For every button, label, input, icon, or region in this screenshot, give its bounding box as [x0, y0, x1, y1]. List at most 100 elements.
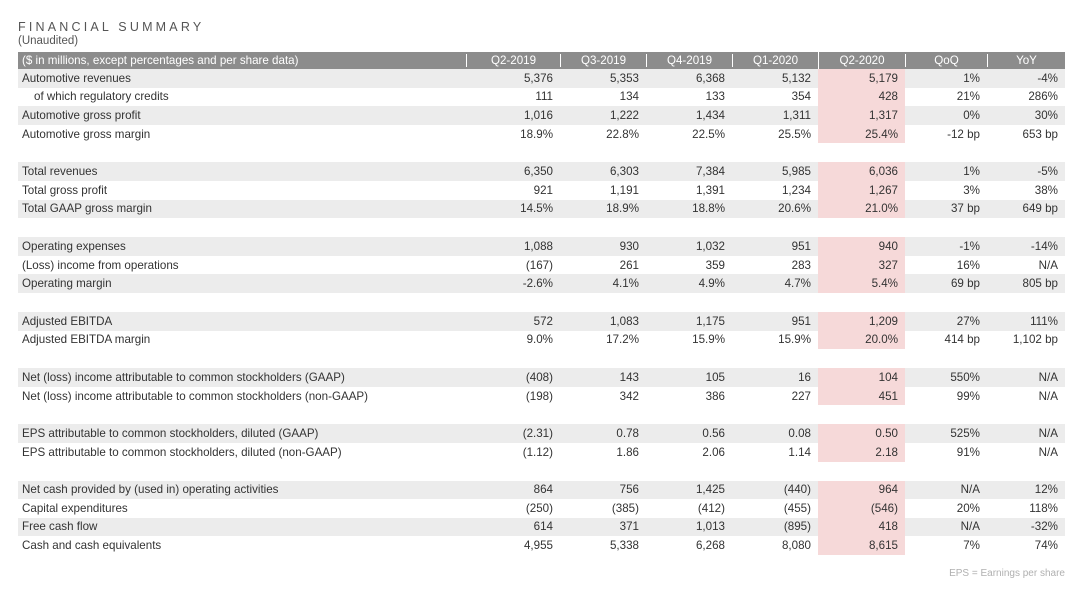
table-cell: 864 — [533, 483, 553, 497]
table-cell: 286% — [1028, 90, 1058, 104]
table-cell: 5,985 — [781, 165, 811, 179]
table-cell: 951 — [791, 239, 811, 253]
table-row: Free cash flow 614 371 1,013 (895) 418 N/A -32% — [18, 517, 1065, 537]
table-cell: (250) — [525, 501, 553, 515]
table-cell: N/A — [1038, 427, 1058, 441]
highlighted-cell: 1,209 — [818, 311, 905, 331]
highlighted-cell: 451 — [818, 386, 905, 406]
table-row: Total GAAP gross margin 14.5% 18.9% 18.8% 20… — [18, 199, 1065, 219]
row-label: Capital expenditures — [22, 501, 128, 515]
table-cell: 1,311 — [782, 108, 811, 122]
table-row: Adjusted EBITDA margin 9.0% 17.2% 15.9% 15.9… — [18, 330, 1065, 350]
highlighted-cell: 940 — [818, 237, 905, 256]
column-header: Q3-2019 — [560, 54, 646, 67]
row-label: Operating expenses — [22, 239, 126, 253]
table-row: Automotive gross profit 1,016 1,222 1,434 1,… — [18, 106, 1065, 125]
table-cell: 38% — [1034, 183, 1058, 197]
column-header: YoY — [987, 54, 1065, 67]
table-cell: 649 bp — [1022, 202, 1058, 216]
highlighted-cell: 428 — [818, 87, 905, 107]
table-row: Operating margin -2.6% 4.1% 4.9% 4.7% 5.4% 69 … — [18, 274, 1065, 293]
table-cell: 105 — [705, 370, 725, 384]
header-label: ($ in millions, except percentages and p… — [22, 54, 299, 67]
row-label: EPS attributable to common stockholders,… — [22, 427, 319, 441]
group-spacer — [18, 293, 1065, 312]
row-label: Total GAAP gross margin — [22, 202, 152, 216]
row-label: of which regulatory credits — [34, 90, 169, 104]
row-label: (Loss) income from operations — [22, 258, 179, 272]
table-cell: 1,016 — [523, 108, 553, 122]
table-row: Adjusted EBITDA 572 1,083 1,175 951 1,209 27% 1… — [18, 311, 1065, 331]
table-cell: (408) — [525, 370, 553, 384]
row-label: Total gross profit — [22, 183, 108, 197]
table-cell: N/A — [1038, 258, 1058, 272]
column-header: QoQ — [905, 54, 987, 67]
column-header: Q1-2020 — [732, 54, 818, 67]
table-cell: 1.86 — [616, 445, 639, 459]
table-cell: 6,268 — [695, 539, 725, 553]
group-spacer — [18, 218, 1065, 237]
row-label: Operating margin — [22, 277, 112, 291]
highlighted-cell: 0.50 — [818, 424, 905, 443]
table-cell: 7% — [963, 539, 980, 553]
table-cell: 12% — [1034, 483, 1058, 497]
table-cell: 6,350 — [523, 165, 553, 179]
row-label: Adjusted EBITDA margin — [22, 333, 151, 347]
table-cell: 0.78 — [616, 427, 639, 441]
table-cell: (2.31) — [522, 427, 553, 441]
column-header: Q2-2020 — [818, 52, 905, 69]
table-cell: -12 bp — [947, 127, 980, 141]
highlighted-cell: 2.18 — [818, 442, 905, 462]
table-cell: 134 — [619, 90, 639, 104]
table-cell: 18.8% — [692, 202, 725, 216]
table-cell: (198) — [525, 389, 553, 403]
table-cell: N/A — [960, 483, 980, 497]
table-cell: 1,175 — [695, 314, 725, 328]
table-cell: 414 bp — [944, 333, 980, 347]
row-label: Net (loss) income attributable to common… — [22, 389, 369, 403]
table-cell: 7,384 — [695, 165, 725, 179]
table-cell: -32% — [1030, 520, 1058, 534]
table-cell: 386 — [705, 389, 725, 403]
table-cell: 9.0% — [526, 333, 553, 347]
highlighted-cell: 964 — [818, 480, 905, 500]
table-cell: 5,132 — [781, 71, 811, 85]
highlighted-cell: (546) — [818, 499, 905, 518]
table-row: Automotive gross margin 18.9% 22.8% 22.5% 25… — [18, 124, 1065, 144]
table-cell: 2.06 — [702, 445, 725, 459]
table-cell: 342 — [619, 389, 639, 403]
table-cell: 1% — [963, 165, 980, 179]
table-header-row: ($ in millions, except percentages and p… — [18, 52, 1065, 69]
table-row: of which regulatory credits 111 134 133 354 4… — [18, 87, 1065, 107]
table-cell: 6,368 — [695, 71, 725, 85]
table-cell: 0.08 — [788, 427, 811, 441]
table-row: EPS attributable to common stockholders,… — [18, 424, 1065, 443]
table-cell: 1,222 — [609, 108, 639, 122]
table-cell: 5,376 — [523, 71, 553, 85]
group-spacer — [18, 349, 1065, 368]
table-cell: 16% — [956, 258, 980, 272]
table-cell: 4.1% — [612, 277, 639, 291]
group-spacer — [18, 143, 1065, 162]
table-cell: 6,303 — [609, 165, 639, 179]
highlighted-cell: 25.4% — [818, 124, 905, 144]
highlighted-cell: 6,036 — [818, 162, 905, 181]
column-header: Q4-2019 — [646, 54, 732, 67]
group-spacer — [18, 405, 1065, 424]
table-cell: 283 — [791, 258, 811, 272]
table-cell: -4% — [1037, 71, 1058, 85]
table-row: Automotive revenues 5,376 5,353 6,368 5,132 5… — [18, 69, 1065, 88]
table-cell: 30% — [1034, 108, 1058, 122]
table-cell: 1,191 — [609, 183, 639, 197]
table-cell: 17.2% — [606, 333, 639, 347]
highlighted-cell: 5.4% — [818, 274, 905, 293]
table-cell: 37 bp — [950, 202, 980, 216]
table-cell: (440) — [783, 483, 811, 497]
table-cell: 0.56 — [702, 427, 725, 441]
table-cell: 1,434 — [695, 108, 725, 122]
table-cell: 614 — [533, 520, 553, 534]
table-cell: 111% — [1030, 314, 1058, 328]
table-cell: 4.9% — [698, 277, 725, 291]
table-cell: 359 — [705, 258, 725, 272]
table-cell: 261 — [619, 258, 639, 272]
